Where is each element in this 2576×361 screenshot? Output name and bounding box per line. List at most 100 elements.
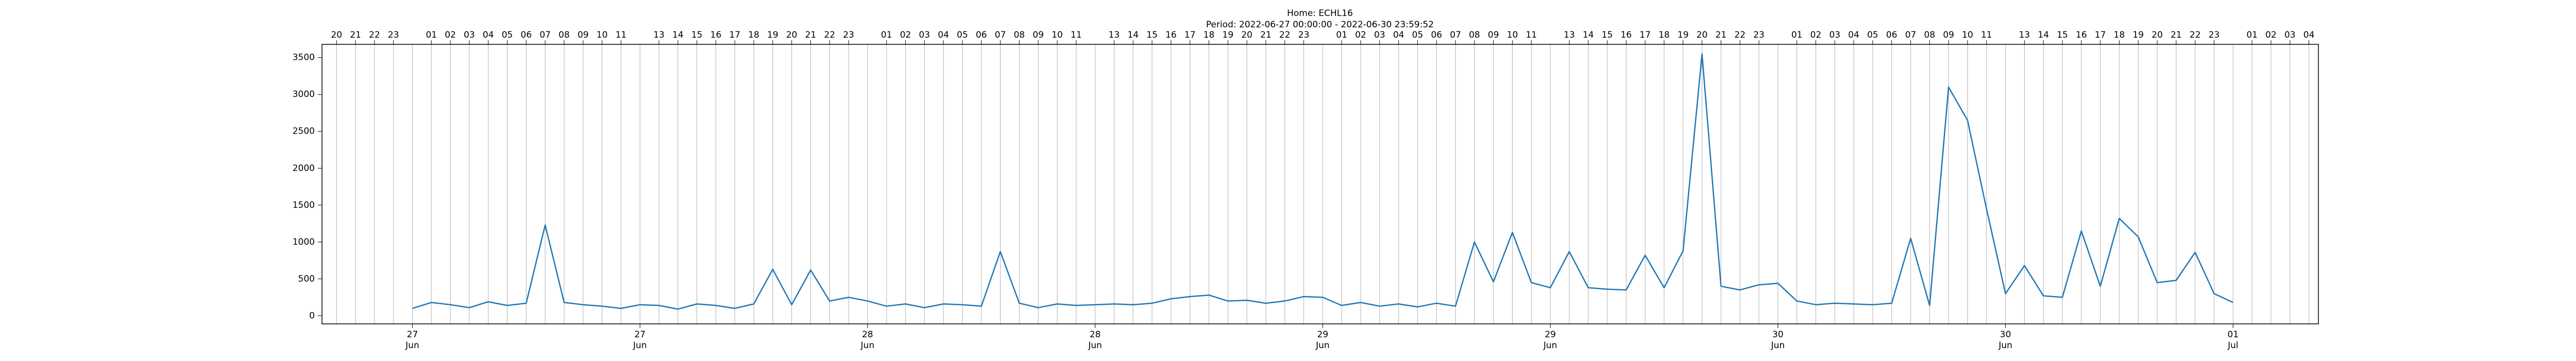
y-tick-label: 0 (309, 310, 315, 321)
x2-tick-label: 20 (2151, 30, 2163, 40)
x2-tick-label: 06 (1886, 30, 1897, 40)
x2-tick-label: 20 (786, 30, 798, 40)
x2-tick-label: 03 (1829, 30, 1840, 40)
x2-tick-label: 04 (2303, 30, 2315, 40)
x-tick-label: 01 Jul (2227, 330, 2239, 351)
x-tick-label: 30 Jun (1771, 330, 1785, 351)
chart-subtitle: Period: 2022-06-27 00:00:00 - 2022-06-30… (1206, 20, 1434, 30)
x2-tick-label: 08 (1469, 30, 1480, 40)
x2-tick-label: 05 (1412, 30, 1423, 40)
x2-tick-label: 11 (616, 30, 627, 40)
x2-tick-label: 14 (1127, 30, 1139, 40)
x-tick-label: 27 Jun (633, 330, 647, 351)
x2-tick-label: 07 (995, 30, 1006, 40)
x2-tick-label: 21 (805, 30, 817, 40)
x2-tick-label: 18 (1204, 30, 1215, 40)
x2-tick-label: 19 (2132, 30, 2144, 40)
x2-tick-label: 22 (824, 30, 835, 40)
x2-tick-label: 08 (1014, 30, 1025, 40)
x2-tick-label: 13 (2019, 30, 2030, 40)
x2-tick-label: 17 (1184, 30, 1196, 40)
x2-tick-label: 23 (843, 30, 854, 40)
x2-tick-label: 10 (1052, 30, 1063, 40)
x2-tick-label: 17 (1639, 30, 1651, 40)
x2-tick-label: 06 (521, 30, 532, 40)
x2-tick-label: 10 (1507, 30, 1518, 40)
x2-tick-label: 11 (1526, 30, 1537, 40)
x2-tick-label: 16 (1165, 30, 1177, 40)
x2-tick-label: 07 (1905, 30, 1917, 40)
x2-tick-label: 21 (1716, 30, 1727, 40)
x2-tick-label: 11 (1071, 30, 1082, 40)
x2-tick-label: 05 (957, 30, 968, 40)
x2-tick-label: 04 (483, 30, 494, 40)
x2-tick-label: 01 (1791, 30, 1803, 40)
x2-tick-label: 17 (729, 30, 740, 40)
x2-tick-label: 22 (1279, 30, 1291, 40)
x2-tick-label: 08 (558, 30, 570, 40)
x2-tick-label: 16 (710, 30, 722, 40)
x2-tick-label: 04 (1848, 30, 1859, 40)
x2-tick-label: 23 (2209, 30, 2220, 40)
x2-tick-label: 03 (919, 30, 930, 40)
x2-tick-label: 20 (1241, 30, 1252, 40)
x2-tick-label: 18 (2114, 30, 2125, 40)
x2-tick-label: 10 (597, 30, 608, 40)
x2-tick-label: 13 (1564, 30, 1575, 40)
x2-tick-label: 05 (502, 30, 513, 40)
x2-tick-label: 21 (2171, 30, 2182, 40)
x2-tick-label: 14 (1583, 30, 1594, 40)
x2-tick-label: 03 (2284, 30, 2296, 40)
y-tick-label: 1000 (293, 237, 315, 247)
x2-tick-label: 18 (1658, 30, 1670, 40)
x2-tick-label: 09 (1943, 30, 1954, 40)
x2-tick-label: 09 (1032, 30, 1044, 40)
x2-tick-label: 09 (578, 30, 589, 40)
x-tick-label: 30 Jun (1998, 330, 2012, 351)
x2-tick-label: 15 (1146, 30, 1158, 40)
y-tick-label: 1500 (293, 200, 315, 210)
x2-tick-label: 09 (1488, 30, 1499, 40)
x2-tick-label: 01 (426, 30, 437, 40)
x-tick-label: 28 Jun (860, 330, 875, 351)
x2-tick-label: 01 (2246, 30, 2258, 40)
x2-tick-label: 22 (369, 30, 380, 40)
x2-tick-label: 17 (2095, 30, 2106, 40)
x2-tick-label: 19 (1223, 30, 1234, 40)
x2-tick-label: 19 (1677, 30, 1689, 40)
y-tick-label: 3500 (293, 53, 315, 63)
x2-tick-label: 23 (388, 30, 399, 40)
y-tick-label: 500 (298, 274, 315, 284)
x2-tick-label: 18 (748, 30, 759, 40)
x-tick-label: 27 Jun (405, 330, 419, 351)
x2-tick-label: 23 (1298, 30, 1310, 40)
x2-tick-label: 13 (1109, 30, 1120, 40)
chart-title: Home: ECHL16 (1287, 8, 1353, 19)
x2-tick-label: 16 (2076, 30, 2087, 40)
x2-tick-label: 23 (1753, 30, 1765, 40)
x2-tick-label: 10 (1962, 30, 1973, 40)
x2-tick-label: 15 (691, 30, 703, 40)
x2-tick-label: 20 (331, 30, 342, 40)
x2-tick-label: 01 (881, 30, 892, 40)
x2-tick-label: 03 (464, 30, 475, 40)
x2-tick-label: 01 (1336, 30, 1347, 40)
plot-frame (321, 44, 2319, 324)
x2-tick-label: 13 (653, 30, 665, 40)
x2-tick-label: 05 (1867, 30, 1878, 40)
x2-tick-label: 21 (350, 30, 361, 40)
x2-tick-label: 06 (976, 30, 987, 40)
x2-tick-label: 20 (1697, 30, 1708, 40)
x-tick-label: 29 Jun (1316, 330, 1330, 351)
x2-tick-label: 08 (1924, 30, 1936, 40)
x2-tick-label: 21 (1260, 30, 1272, 40)
x2-tick-label: 07 (1450, 30, 1461, 40)
x2-tick-label: 14 (672, 30, 684, 40)
y-tick-label: 2000 (293, 163, 315, 173)
x2-tick-label: 06 (1431, 30, 1442, 40)
x2-tick-label: 22 (2190, 30, 2201, 40)
x2-tick-label: 14 (2038, 30, 2049, 40)
x2-tick-label: 15 (1602, 30, 1613, 40)
